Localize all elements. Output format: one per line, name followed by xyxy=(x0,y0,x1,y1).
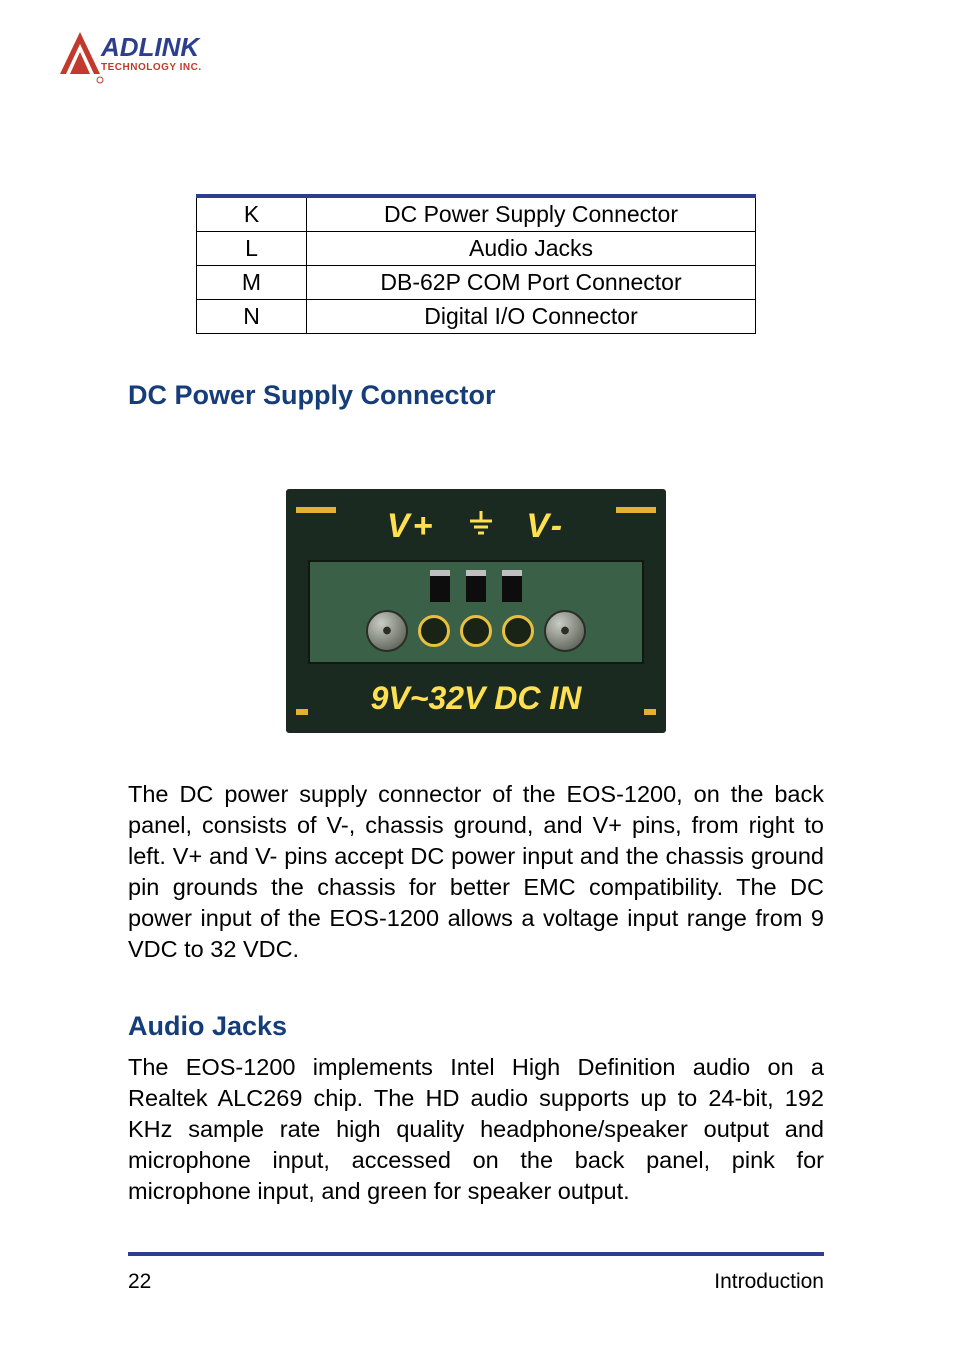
figure-bottom-label: 9V~32V DC IN xyxy=(296,664,656,723)
connector-body xyxy=(308,560,644,664)
table-key: K xyxy=(197,196,307,232)
page-footer: 22 Introduction xyxy=(128,1270,824,1294)
section-body-dc-power: The DC power supply connector of the EOS… xyxy=(128,779,824,965)
table-key: M xyxy=(197,266,307,300)
connector-pin xyxy=(466,570,486,602)
section-body-audio: The EOS-1200 implements Intel High Defin… xyxy=(128,1052,824,1207)
connector-pin xyxy=(430,570,450,602)
section-title-dc-power: DC Power Supply Connector xyxy=(128,380,824,411)
connector-screw xyxy=(366,610,408,652)
table-row: L Audio Jacks xyxy=(197,232,756,266)
connector-pin xyxy=(502,570,522,602)
table-row: N Digital I/O Connector xyxy=(197,300,756,334)
svg-text:ADLINK: ADLINK xyxy=(100,32,201,62)
table-value: Digital I/O Connector xyxy=(307,300,756,334)
footer-chapter: Introduction xyxy=(714,1270,824,1294)
footer-divider xyxy=(128,1252,824,1256)
table-row: K DC Power Supply Connector xyxy=(197,196,756,232)
brand-logo: ADLINK TECHNOLOGY INC. xyxy=(48,26,238,93)
table-value: DB-62P COM Port Connector xyxy=(307,266,756,300)
ground-symbol-icon xyxy=(466,509,496,548)
figure-top-labels: V+ V- xyxy=(296,499,656,560)
table-key: L xyxy=(197,232,307,266)
table-key: N xyxy=(197,300,307,334)
label-v-plus: V+ xyxy=(387,507,436,545)
dc-connector-figure: V+ V- xyxy=(286,489,666,733)
table-value: Audio Jacks xyxy=(307,232,756,266)
table-row: M DB-62P COM Port Connector xyxy=(197,266,756,300)
section-title-audio: Audio Jacks xyxy=(128,1011,824,1042)
svg-text:TECHNOLOGY INC.: TECHNOLOGY INC. xyxy=(101,62,202,73)
footer-page-number: 22 xyxy=(128,1270,151,1294)
table-value: DC Power Supply Connector xyxy=(307,196,756,232)
connector-hole xyxy=(502,615,534,647)
label-v-minus: V- xyxy=(526,507,565,545)
connector-hole xyxy=(460,615,492,647)
connector-table: K DC Power Supply Connector L Audio Jack… xyxy=(196,194,756,334)
connector-screw xyxy=(544,610,586,652)
connector-hole xyxy=(418,615,450,647)
